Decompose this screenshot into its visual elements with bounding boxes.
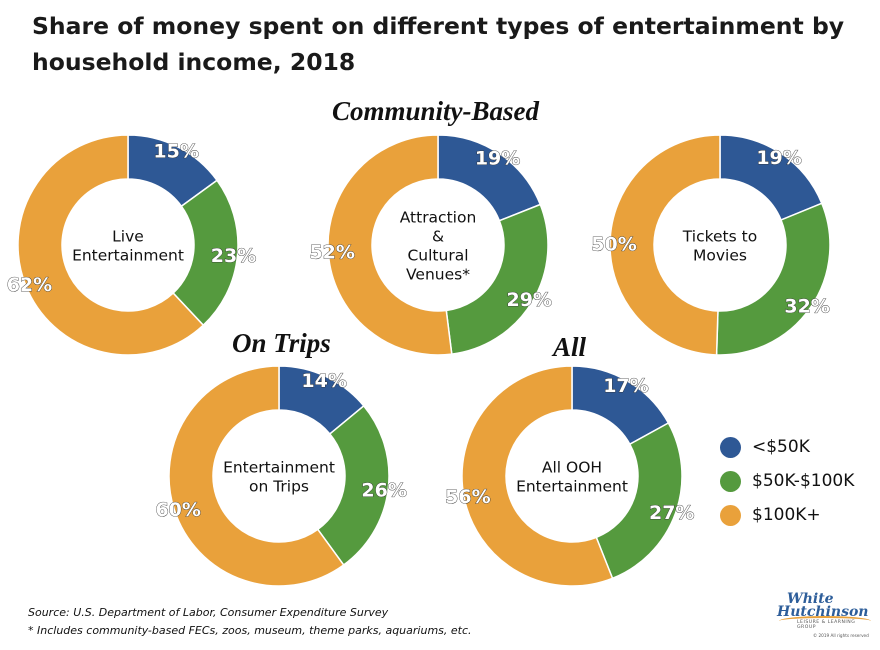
data-label: 19% bbox=[475, 147, 520, 169]
legend-swatch bbox=[720, 470, 741, 492]
source-note: Source: U.S. Department of Labor, Consum… bbox=[28, 606, 389, 619]
section-on-trips: On Trips bbox=[232, 328, 331, 358]
data-label: 27% bbox=[649, 502, 694, 524]
donut-center-label: Tickets to Movies bbox=[682, 228, 757, 265]
legend-swatch bbox=[720, 436, 741, 458]
donut-center-label: Live Entertainment bbox=[72, 228, 184, 265]
data-label: 14% bbox=[301, 370, 346, 392]
center-label-line: & bbox=[432, 228, 444, 246]
donut-slice bbox=[609, 134, 721, 356]
data-label: 62% bbox=[7, 274, 52, 296]
center-label-line: Live bbox=[112, 228, 144, 246]
data-label: 32% bbox=[784, 295, 829, 317]
donut-slice bbox=[168, 365, 345, 587]
section-community-based: Community-Based bbox=[332, 96, 540, 126]
data-label: 17% bbox=[603, 375, 648, 397]
data-label: 56% bbox=[445, 486, 490, 508]
brand-logo: White Hutchinson LEISURE & LEARNING GROU… bbox=[775, 590, 875, 645]
data-label: 15% bbox=[153, 141, 198, 163]
donut-slice bbox=[327, 134, 453, 356]
donut-slice bbox=[316, 404, 390, 567]
data-label: 19% bbox=[756, 147, 801, 169]
data-label: 52% bbox=[309, 242, 354, 264]
legend-label: $50K-$100K bbox=[752, 471, 855, 491]
center-label-line: Cultural bbox=[407, 247, 468, 265]
logo-word-hutchinson: Hutchinson bbox=[777, 604, 869, 620]
logo-word-white: White bbox=[787, 591, 834, 607]
center-label-line: Entertainment bbox=[516, 478, 628, 496]
center-label-line: Entertainment bbox=[72, 247, 184, 265]
center-label-line: All OOH bbox=[542, 459, 602, 477]
legend-label: <$50K bbox=[752, 437, 810, 457]
data-label: 60% bbox=[155, 499, 200, 521]
data-label: 23% bbox=[211, 245, 256, 267]
legend-label: $100K+ bbox=[752, 505, 821, 525]
donut-slice bbox=[715, 202, 831, 356]
center-label-line: Attraction bbox=[400, 209, 477, 227]
data-label: 50% bbox=[591, 233, 636, 255]
center-label-line: on Trips bbox=[249, 478, 309, 496]
donut-slice bbox=[461, 365, 614, 587]
footnote: * Includes community-based FECs, zoos, m… bbox=[28, 624, 472, 637]
donut-center-label: All OOH Entertainment bbox=[516, 459, 628, 496]
legend: <$50K $50K-$100K $100K+ bbox=[720, 430, 854, 532]
data-label: 29% bbox=[506, 289, 551, 311]
logo-swoosh-icon bbox=[779, 616, 871, 626]
section-all: All bbox=[553, 332, 587, 362]
legend-item: $100K+ bbox=[720, 498, 854, 532]
logo-copyright: © 2019 All rights reserved bbox=[813, 633, 869, 638]
center-label-line: Tickets to bbox=[682, 228, 757, 246]
legend-item: $50K-$100K bbox=[720, 464, 854, 498]
center-label-line: Entertainment bbox=[223, 459, 335, 477]
center-label-line: Venues* bbox=[406, 266, 470, 284]
logo-tagline: LEISURE & LEARNING GROUP bbox=[797, 620, 856, 630]
donut-slice bbox=[595, 421, 683, 580]
donut-center-label: Attraction & Cultural Venues* bbox=[400, 209, 477, 284]
chart-title: Share of money spent on different types … bbox=[32, 12, 845, 76]
donut-center-label: Entertainment on Trips bbox=[223, 459, 335, 496]
footer: Source: U.S. Department of Labor, Consum… bbox=[28, 604, 472, 640]
data-label: 26% bbox=[361, 479, 406, 501]
legend-item: <$50K bbox=[720, 430, 854, 464]
donut-slice bbox=[445, 203, 549, 355]
donut-slice bbox=[17, 134, 205, 356]
center-label-line: Movies bbox=[693, 247, 747, 265]
legend-swatch bbox=[720, 504, 741, 526]
